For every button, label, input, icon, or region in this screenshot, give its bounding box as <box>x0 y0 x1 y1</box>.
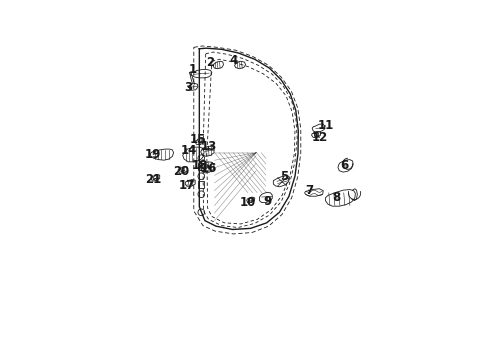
Text: 7: 7 <box>304 184 312 197</box>
Text: 1: 1 <box>188 63 200 76</box>
Text: 16: 16 <box>200 162 216 175</box>
Text: 3: 3 <box>184 81 192 94</box>
Text: 4: 4 <box>229 54 238 67</box>
Text: 14: 14 <box>181 144 197 157</box>
Text: 17: 17 <box>179 179 195 192</box>
Text: 21: 21 <box>144 173 161 186</box>
Text: 12: 12 <box>310 131 327 144</box>
Text: 9: 9 <box>263 195 271 208</box>
Text: 15: 15 <box>189 133 205 146</box>
Text: 8: 8 <box>332 192 340 204</box>
Text: 18: 18 <box>192 159 208 172</box>
Text: 19: 19 <box>144 148 161 161</box>
Text: 2: 2 <box>206 55 214 68</box>
Text: 13: 13 <box>200 140 216 153</box>
Text: 6: 6 <box>340 159 348 172</box>
Text: 10: 10 <box>239 196 255 209</box>
Text: 11: 11 <box>317 119 333 132</box>
Text: 5: 5 <box>279 170 287 183</box>
Text: 20: 20 <box>172 165 188 178</box>
